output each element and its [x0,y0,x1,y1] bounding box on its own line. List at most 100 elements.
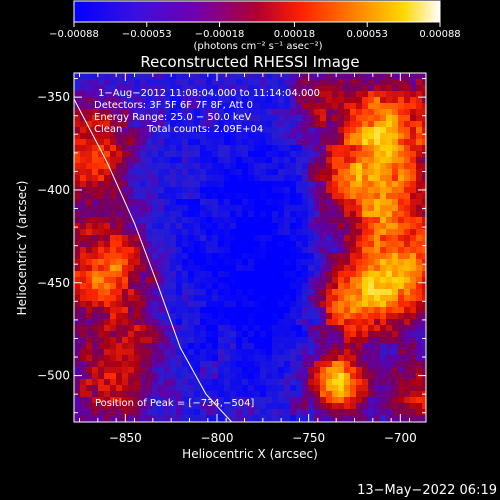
heatmap-cell [116,151,123,158]
heatmap-cell [254,79,261,86]
heatmap-cell [368,295,375,302]
heatmap-cell [344,343,351,350]
heatmap-cell [224,181,231,188]
heatmap-cell [308,295,315,302]
heatmap-cell [236,103,243,110]
heatmap-cell [206,199,213,206]
heatmap-cell [404,295,411,302]
heatmap-cell [236,145,243,152]
heatmap-cell [380,217,387,224]
heatmap-cell [284,373,291,380]
heatmap-cell [242,289,249,296]
heatmap-cell [116,343,123,350]
heatmap-cell [164,397,171,404]
heatmap-cell [398,277,405,284]
heatmap-cell [80,313,87,320]
heatmap-cell [200,187,207,194]
heatmap-cell [188,379,195,386]
heatmap-cell [338,139,345,146]
heatmap-cell [194,391,201,398]
heatmap-cell [164,295,171,302]
heatmap-cell [218,283,225,290]
heatmap-cell [152,397,159,404]
heatmap-cell [356,175,363,182]
heatmap-cell [410,247,417,254]
heatmap-cell [248,229,255,236]
heatmap-cell [272,127,279,134]
footer-timestamp: 13−May−2022 06:19 [357,483,497,498]
heatmap-cell [356,301,363,308]
heatmap-cell [236,85,243,92]
annotation-detectors: Detectors: 3F 5F 6F 7F 8F, Att 0 [94,100,253,111]
heatmap-cell [134,373,141,380]
heatmap-cell [290,307,297,314]
heatmap-cell [416,121,423,128]
heatmap-cell [200,319,207,326]
heatmap-cell [200,121,207,128]
heatmap-cell [116,361,123,368]
heatmap-cell [194,259,201,266]
heatmap-cell [110,73,117,80]
heatmap-cell [410,109,417,116]
heatmap-cell [224,163,231,170]
heatmap-cell [314,253,321,260]
heatmap-cell [332,301,339,308]
heatmap-cell [278,133,285,140]
heatmap-cell [386,415,393,422]
heatmap-cell [266,265,273,272]
heatmap-cell [404,355,411,362]
heatmap-cell [182,259,189,266]
heatmap-cell [320,277,327,284]
heatmap-cell [392,247,399,254]
heatmap-cell [218,115,225,122]
heatmap-cell [152,295,159,302]
heatmap-cell [110,217,117,224]
heatmap-cell [110,109,117,116]
heatmap-cell [314,187,321,194]
heatmap-cell [278,403,285,410]
heatmap-cell [122,349,129,356]
heatmap-cell [392,331,399,338]
heatmap-cell [146,337,153,344]
heatmap-cell [194,211,201,218]
heatmap-cell [230,331,237,338]
heatmap-cell [266,133,273,140]
heatmap-cell [398,385,405,392]
heatmap-cell [260,271,267,278]
heatmap-cell [200,331,207,338]
heatmap-cell [308,307,315,314]
heatmap-cell [218,181,225,188]
heatmap-cell [176,115,183,122]
heatmap-cell [188,127,195,134]
heatmap-cell [296,385,303,392]
heatmap-cell [92,289,99,296]
heatmap-cell [86,247,93,254]
heatmap-cell [98,85,105,92]
heatmap-cell [92,319,99,326]
heatmap-cell [218,343,225,350]
heatmap-cell [116,241,123,248]
heatmap-cell [308,91,315,98]
heatmap-cell [260,367,267,374]
heatmap-cell [134,79,141,86]
heatmap-cell [260,115,267,122]
heatmap-cell [398,85,405,92]
heatmap-cell [344,133,351,140]
heatmap-cell [416,367,423,374]
heatmap-cell [236,91,243,98]
heatmap-cell [170,97,177,104]
heatmap-cell [254,241,261,248]
heatmap-cell [200,133,207,140]
heatmap-cell [242,247,249,254]
heatmap-cell [278,109,285,116]
heatmap-cell [374,277,381,284]
heatmap-cell [212,307,219,314]
heatmap-cell [98,217,105,224]
heatmap-cell [338,409,345,416]
heatmap-cell [296,187,303,194]
heatmap-cell [110,415,117,422]
heatmap-cell [152,97,159,104]
heatmap-cell [368,145,375,152]
heatmap-cell [182,151,189,158]
heatmap-cell [290,409,297,416]
